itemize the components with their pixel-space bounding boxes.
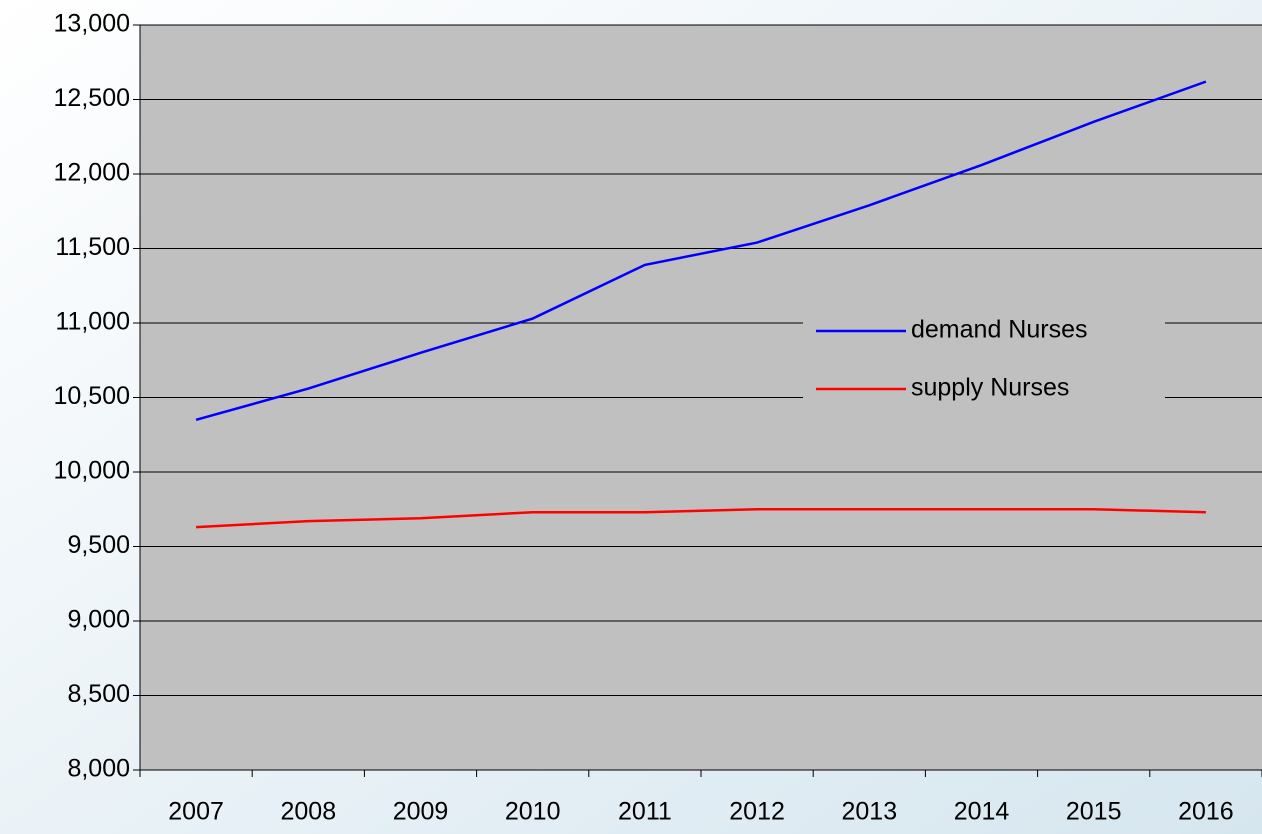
series-line bbox=[196, 508, 1206, 529]
y-tick-label: 11,500 bbox=[55, 233, 130, 261]
y-tick-label: 11,000 bbox=[55, 308, 130, 336]
x-tick-label: 2014 bbox=[954, 798, 1010, 826]
y-tick-label: 9,000 bbox=[67, 606, 130, 634]
y-tick-label: 12,000 bbox=[54, 159, 130, 187]
x-tick-label: 2013 bbox=[841, 798, 897, 826]
x-tick-label: 2012 bbox=[729, 798, 785, 826]
x-tick-label: 2009 bbox=[393, 798, 449, 826]
x-tick-label: 2016 bbox=[1178, 798, 1234, 826]
y-tick-label: 9,500 bbox=[67, 531, 130, 559]
y-tick-label: 12,500 bbox=[54, 84, 130, 112]
x-tick-label: 2015 bbox=[1066, 798, 1122, 826]
x-tick-label: 2011 bbox=[618, 798, 672, 826]
legend-label: demand Nurses bbox=[911, 316, 1087, 344]
x-tick-label: 2007 bbox=[168, 798, 224, 826]
y-tick-label: 10,500 bbox=[54, 382, 130, 410]
y-tick-label: 8,000 bbox=[67, 755, 130, 783]
legend-label: supply Nurses bbox=[911, 374, 1069, 402]
x-tick-label: 2010 bbox=[505, 798, 561, 826]
y-tick-label: 10,000 bbox=[54, 457, 130, 485]
series-line bbox=[195, 80, 1207, 422]
x-tick-label: 2008 bbox=[280, 798, 336, 826]
y-tick-label: 8,500 bbox=[67, 680, 130, 708]
y-tick-label: 13,000 bbox=[54, 10, 130, 38]
